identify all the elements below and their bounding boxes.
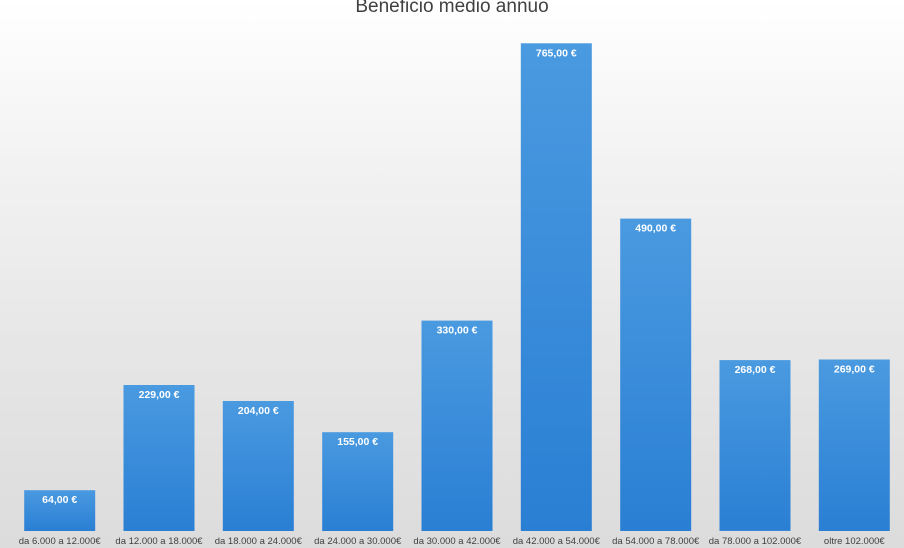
bar-5: [421, 320, 493, 531]
bar-value-label: 64,00 €: [42, 494, 77, 506]
bar-8: [719, 360, 791, 531]
bar-value-label: 490,00 €: [635, 223, 676, 235]
value-labels-group: 64,00 € 229,00 € 204,00 € 155,00 € 330,00 € 7…: [42, 47, 875, 506]
category-tick-label: da 12.000 a 18.000€: [115, 536, 203, 547]
bar-6: [520, 43, 592, 532]
bar-value-label: 330,00 €: [437, 325, 478, 337]
bar-value-label: 765,00 €: [536, 47, 577, 59]
bar-value-label: 204,00 €: [238, 405, 279, 417]
category-tick-label: da 78.000 a 102.000€: [709, 536, 802, 547]
category-labels-group: da 6.000 a 12.000€ da 12.000 a 18.000€ da …: [19, 536, 886, 547]
bar-3: [222, 401, 294, 531]
category-tick-label: da 24.000 a 30.000€: [314, 536, 402, 547]
category-tick-label: da 42.000 a 54.000€: [513, 536, 601, 547]
bar-9: [818, 359, 890, 531]
bar-7: [620, 218, 692, 531]
bars-group: [24, 43, 890, 532]
category-tick-label: oltre 102.000€: [824, 536, 885, 547]
bar-value-label: 229,00 €: [139, 389, 180, 401]
bar-value-label: 155,00 €: [337, 436, 378, 448]
category-tick-label: da 18.000 a 24.000€: [215, 536, 303, 547]
category-tick-label: da 30.000 a 42.000€: [413, 536, 501, 547]
bar-1: [24, 490, 96, 531]
chart-title: Beneficio medio annuo: [355, 0, 549, 17]
bar-value-label: 268,00 €: [735, 364, 776, 376]
bar-value-label: 269,00 €: [834, 364, 875, 376]
category-tick-label: da 6.000 a 12.000€: [19, 536, 102, 547]
bar-2: [123, 385, 195, 531]
category-tick-label: da 54.000 a 78.000€: [612, 536, 700, 547]
bar-4: [322, 432, 394, 531]
